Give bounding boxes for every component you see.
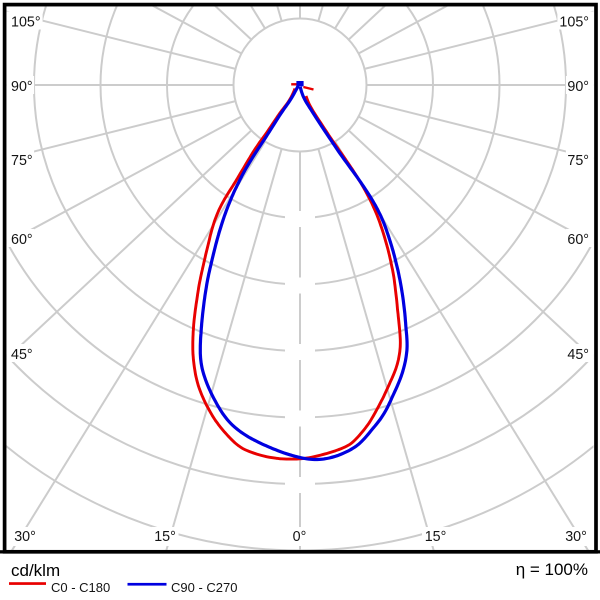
svg-text:105°: 105° xyxy=(559,15,589,31)
svg-text:105°: 105° xyxy=(11,15,41,31)
svg-text:45°: 45° xyxy=(567,347,589,363)
svg-text:15°: 15° xyxy=(425,529,447,545)
svg-text:60°: 60° xyxy=(11,232,33,248)
svg-text:C0 - C180: C0 - C180 xyxy=(51,580,110,595)
svg-text:η = 100%: η = 100% xyxy=(516,560,588,579)
svg-text:90°: 90° xyxy=(567,79,589,95)
svg-text:75°: 75° xyxy=(11,153,33,169)
svg-text:C90 - C270: C90 - C270 xyxy=(171,580,237,595)
svg-text:45°: 45° xyxy=(11,347,33,363)
svg-text:30°: 30° xyxy=(14,529,36,545)
svg-text:0°: 0° xyxy=(293,529,307,545)
svg-text:15°: 15° xyxy=(154,529,176,545)
svg-text:60°: 60° xyxy=(567,232,589,248)
svg-text:cd/klm: cd/klm xyxy=(11,561,60,580)
svg-text:90°: 90° xyxy=(11,79,33,95)
svg-text:75°: 75° xyxy=(567,153,589,169)
svg-text:30°: 30° xyxy=(565,529,587,545)
